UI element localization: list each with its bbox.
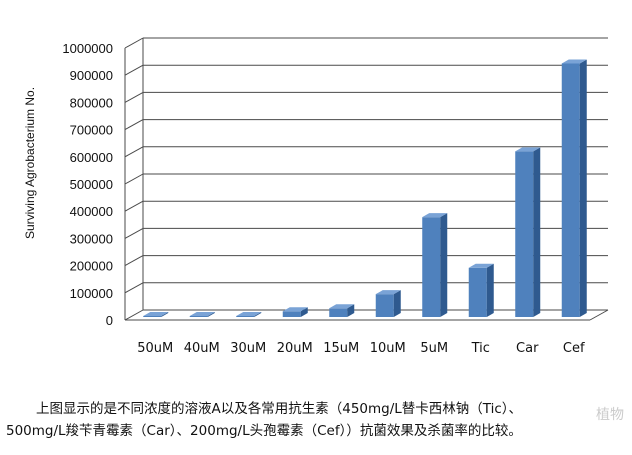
bar-front [189, 316, 208, 317]
bar-Car [515, 147, 541, 317]
gridline-side [124, 146, 144, 158]
bar-front [375, 294, 394, 317]
gridline-side [124, 119, 144, 131]
bar-front [422, 217, 441, 317]
gridline-side [124, 227, 144, 239]
bar-front [143, 316, 162, 317]
gridline-side [124, 282, 144, 294]
bar-50uM [143, 312, 169, 317]
bar-top [282, 307, 308, 312]
bar-side [207, 312, 215, 317]
bar-top [515, 147, 541, 152]
bar-top [189, 312, 215, 316]
x-tick-label: 10uM [370, 341, 406, 356]
y-axis-ticks: 0 100000 200000 300000 400000 500000 600000 700… [62, 41, 113, 328]
bar-top [236, 312, 262, 316]
bar-30uM [236, 312, 262, 317]
bar-top [561, 59, 587, 64]
gridline-side [124, 173, 144, 185]
bar-side [579, 59, 587, 318]
gridline-side [124, 255, 144, 267]
bar-side [393, 290, 401, 317]
bar-top [143, 312, 169, 316]
y-tick-label: 0 [106, 313, 113, 328]
bar-front [329, 308, 348, 317]
x-axis-labels: 50uM 40uM 30uM 20uM 15uM 10uM 5uM Tic Car Cef [137, 341, 585, 356]
bar-side [486, 263, 494, 317]
bar-5uM [422, 213, 448, 317]
y-tick-label: 400000 [70, 204, 113, 219]
y-axis-title: Surviving Agrobacterium No. [23, 87, 37, 239]
bar-front [282, 311, 301, 317]
x-tick-label: 30uM [230, 341, 266, 356]
x-tick-label: 40uM [184, 341, 220, 356]
x-tick-label: 5uM [420, 341, 448, 356]
y-tick-label: 500000 [70, 177, 113, 192]
x-tick-label: Cef [563, 341, 585, 356]
gridline-side [124, 91, 144, 103]
caption-line-1: 上图显示的是不同浓度的溶液A以及各常用抗生素（450mg/L替卡西林钠（Tic）… [36, 401, 523, 417]
bar-side [440, 213, 448, 317]
bars [143, 59, 587, 318]
bar-20uM [282, 307, 308, 317]
y-tick-label: 900000 [70, 68, 113, 83]
floor-right-edge [589, 309, 609, 321]
bar-front [515, 151, 534, 317]
caption-line-2: 500mg/L羧苄青霉素（Car）、200mg/L头孢霉素（Cef））抗菌效果及… [6, 423, 522, 439]
gridline-side [124, 64, 144, 76]
bar-side [300, 307, 308, 317]
bar-15uM [329, 304, 355, 317]
y-tick-label: 700000 [70, 123, 113, 138]
bar-top [375, 290, 401, 295]
bar-front [561, 63, 580, 318]
watermark: 植物 [596, 407, 624, 423]
x-tick-label: 50uM [137, 341, 173, 356]
bar-Cef [561, 59, 587, 318]
y-tick-label: 600000 [70, 150, 113, 165]
y-tick-label: 200000 [70, 259, 113, 274]
bar-top [468, 263, 494, 268]
bar-side [254, 312, 262, 317]
x-tick-label: Car [516, 341, 539, 356]
bar-40uM [189, 312, 215, 317]
gridline-side [124, 309, 144, 321]
y-tick-label: 800000 [70, 95, 113, 110]
y-tick-label: 1000000 [62, 41, 113, 56]
gridlines [124, 37, 609, 321]
x-tick-label: 15uM [323, 341, 359, 356]
gridline-side [124, 37, 144, 49]
y-tick-label: 100000 [70, 286, 113, 301]
x-tick-label: Tic [471, 341, 490, 356]
bar-chart: 0 100000 200000 300000 400000 500000 600000 700… [23, 37, 609, 356]
gridline-side [124, 200, 144, 212]
bar-top [422, 213, 448, 218]
bar-top [329, 304, 355, 309]
bar-front [236, 316, 255, 317]
bar-10uM [375, 290, 401, 317]
bar-front [468, 267, 487, 317]
bar-side [161, 312, 169, 317]
bar-Tic [468, 263, 494, 317]
y-tick-label: 300000 [70, 231, 113, 246]
x-tick-label: 20uM [277, 341, 313, 356]
bar-side [347, 304, 355, 317]
bar-side [533, 147, 541, 317]
